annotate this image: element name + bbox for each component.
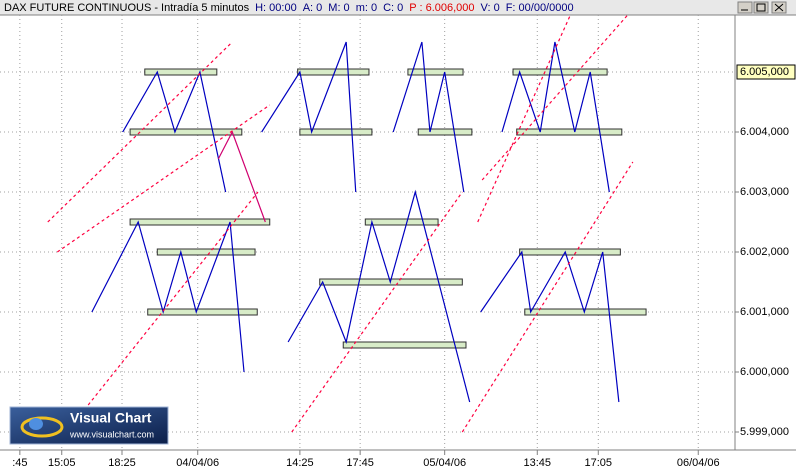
y-tick-label: 6.004,000 [740, 126, 789, 138]
logo: Visual Chart www.visualchart.com [9, 406, 169, 445]
level-box [129, 218, 271, 226]
level-box [516, 128, 623, 136]
series-line [217, 130, 266, 223]
series-line [47, 14, 634, 433]
x-tick-label: :45 [12, 457, 27, 469]
last-price-box [736, 64, 796, 80]
header: DAX FUTURE CONTINUOUS - Intradía 5 minut… [4, 2, 574, 14]
y-tick-label: 5.999,000 [740, 426, 789, 438]
logo-url: www.visualchart.com [69, 429, 154, 439]
axes: 6.004,000 6.003,000 6.002,000 6.001,000 6.00… [12, 64, 796, 469]
header-field: H: 00:00 [255, 2, 297, 14]
header-field: m: 0 [356, 2, 377, 14]
header-field: A: 0 [303, 2, 323, 14]
x-tick-label: 13:45 [524, 457, 552, 469]
x-tick-label: 18:25 [108, 457, 136, 469]
header-field: F: 00/00/0000 [506, 2, 574, 14]
series-line [91, 41, 620, 403]
header-field: P : 6.006,000 [409, 2, 474, 14]
level-box [364, 218, 439, 226]
maximize-button[interactable] [753, 1, 769, 14]
level-box [147, 308, 258, 316]
level-box [342, 341, 467, 349]
level-box [299, 128, 373, 136]
level-box [417, 128, 473, 136]
header-title: DAX FUTURE CONTINUOUS - Intradía 5 minut… [4, 2, 250, 14]
icon [756, 3, 766, 12]
x-tick-label: 06/04/06 [677, 457, 720, 469]
x-tick-label: 14:25 [286, 457, 314, 469]
x-tick-label: 17:05 [585, 457, 613, 469]
x-tick-label: 04/04/06 [176, 457, 219, 469]
y-tick-label: 6.003,000 [740, 186, 789, 198]
level-box [512, 68, 608, 76]
last-price-label: 6.005,000 [740, 66, 789, 78]
header-field: V: 0 [481, 2, 500, 14]
minimize-button[interactable] [737, 1, 753, 14]
x-tick-label: 15:05 [48, 457, 76, 469]
y-tick-label: 6.001,000 [740, 306, 789, 318]
level-box [519, 248, 621, 256]
x-tick-label: 05/04/06 [423, 457, 466, 469]
level-box [407, 68, 464, 76]
level-box [156, 248, 256, 256]
header-bar [0, 0, 796, 15]
level-box [129, 128, 243, 136]
logo-name: Visual Chart [70, 410, 152, 426]
y-tick-label: 6.002,000 [740, 246, 789, 258]
plot-area [47, 14, 647, 433]
x-tick-label: 17:45 [346, 457, 374, 469]
header-field: C: 0 [383, 2, 403, 14]
level-box [144, 68, 218, 76]
window-buttons [737, 1, 787, 14]
y-tick-label: 6.000,000 [740, 366, 789, 378]
logo-icon [20, 416, 64, 438]
logo-icon [29, 418, 43, 430]
header-field: M: 0 [328, 2, 349, 14]
icon [774, 3, 784, 12]
